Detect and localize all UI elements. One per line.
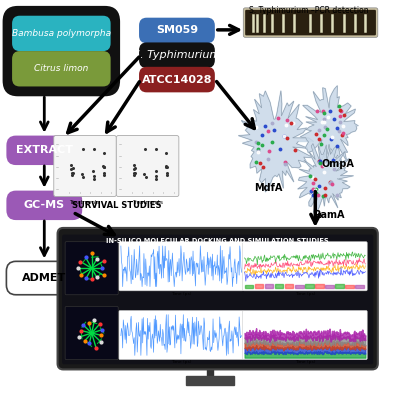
Text: Bambusa polymorpha: Bambusa polymorpha — [12, 29, 111, 38]
Polygon shape — [265, 285, 273, 288]
Text: Treatments: Treatments — [69, 200, 100, 205]
Polygon shape — [285, 285, 294, 288]
Text: EXTRACT: EXTRACT — [16, 145, 73, 155]
FancyBboxPatch shape — [54, 136, 116, 196]
Text: Treatments: Treatments — [132, 200, 163, 205]
Polygon shape — [245, 285, 253, 288]
Polygon shape — [255, 284, 263, 288]
FancyBboxPatch shape — [65, 307, 118, 360]
FancyBboxPatch shape — [65, 242, 118, 295]
FancyBboxPatch shape — [243, 242, 367, 291]
Polygon shape — [305, 284, 314, 288]
Polygon shape — [325, 285, 334, 288]
FancyBboxPatch shape — [6, 136, 82, 165]
Text: S. Typhimurium –PCR detection: S. Typhimurium –PCR detection — [249, 6, 368, 15]
Text: MdfA: MdfA — [254, 183, 282, 193]
FancyBboxPatch shape — [116, 136, 179, 196]
FancyBboxPatch shape — [58, 228, 378, 369]
Text: ATCC14028: ATCC14028 — [142, 75, 212, 84]
Polygon shape — [275, 284, 283, 288]
Polygon shape — [300, 86, 358, 166]
Text: IN-SILICO MOLECULAR DOCKING AND SIMULATION STUDIES: IN-SILICO MOLECULAR DOCKING AND SIMULATI… — [106, 237, 329, 244]
Text: Time (ps): Time (ps) — [171, 292, 191, 296]
Text: GC-MS: GC-MS — [24, 200, 65, 210]
FancyBboxPatch shape — [245, 10, 376, 35]
Polygon shape — [186, 376, 234, 385]
Polygon shape — [335, 284, 344, 288]
FancyBboxPatch shape — [139, 67, 215, 92]
Polygon shape — [345, 285, 354, 288]
FancyBboxPatch shape — [6, 261, 82, 295]
Text: SM059: SM059 — [156, 26, 198, 35]
Polygon shape — [355, 285, 364, 288]
Polygon shape — [298, 143, 353, 215]
Text: ADMET: ADMET — [22, 273, 67, 283]
Text: Time (ps): Time (ps) — [171, 360, 191, 364]
FancyBboxPatch shape — [119, 310, 243, 360]
Text: S. Typhimurium: S. Typhimurium — [133, 50, 221, 60]
Polygon shape — [295, 285, 303, 288]
FancyBboxPatch shape — [139, 42, 215, 68]
FancyBboxPatch shape — [243, 310, 367, 360]
Text: Time (ps): Time (ps) — [295, 292, 315, 296]
Polygon shape — [238, 91, 313, 192]
Text: Citrus limon: Citrus limon — [34, 64, 89, 73]
Text: OmpA: OmpA — [322, 159, 355, 169]
FancyBboxPatch shape — [243, 8, 378, 37]
Polygon shape — [207, 367, 213, 376]
FancyBboxPatch shape — [62, 235, 373, 364]
FancyBboxPatch shape — [12, 16, 111, 51]
Text: RamA: RamA — [313, 210, 344, 220]
FancyBboxPatch shape — [139, 18, 215, 43]
Text: Time (ps): Time (ps) — [295, 360, 315, 364]
FancyBboxPatch shape — [12, 51, 111, 86]
Polygon shape — [315, 284, 323, 288]
FancyBboxPatch shape — [6, 191, 82, 220]
FancyBboxPatch shape — [119, 242, 243, 291]
FancyBboxPatch shape — [3, 6, 120, 96]
Text: SURVIVAL STUDIES: SURVIVAL STUDIES — [72, 201, 161, 210]
